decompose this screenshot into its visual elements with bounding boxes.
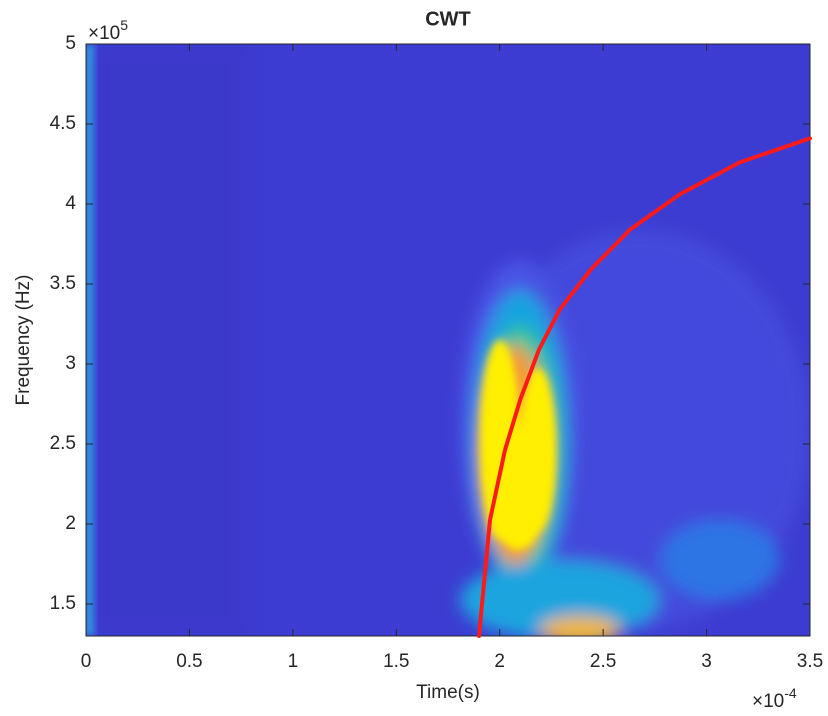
x-multiplier: ×10-4 <box>752 685 797 711</box>
x-tick-label: 1 <box>288 651 299 672</box>
x-tick-label: 1.5 <box>383 651 409 672</box>
y-tick-label: 5 <box>65 33 76 54</box>
x-tick-label: 3.5 <box>797 651 823 672</box>
y-multiplier-base: ×10 <box>88 23 120 44</box>
x-tick-label: 0.5 <box>176 651 202 672</box>
chart-title: CWT <box>425 8 471 30</box>
x-multiplier-base: ×10 <box>752 691 784 711</box>
y-tick-label: 1.5 <box>50 593 76 614</box>
x-axis-label: Time(s) <box>416 682 480 703</box>
y-tick-label: 2.5 <box>50 433 76 454</box>
y-tick-label: 2 <box>65 513 76 534</box>
x-tick-label: 2 <box>494 651 505 672</box>
x-tick-label: 2.5 <box>590 651 616 672</box>
y-tick-label: 3 <box>65 353 76 374</box>
y-tick-label: 3.5 <box>50 273 76 294</box>
y-multiplier: ×105 <box>88 17 128 44</box>
y-tick-label: 4 <box>65 193 76 214</box>
x-tick-label: 3 <box>701 651 712 672</box>
plot-frame <box>85 43 811 637</box>
y-axis-label: Frequency (Hz) <box>13 275 34 406</box>
x-tick-label: 0 <box>81 651 92 672</box>
y-tick-label: 4.5 <box>50 113 76 134</box>
x-multiplier-exponent: -4 <box>784 685 797 701</box>
scalogram <box>86 44 810 636</box>
curve <box>477 136 812 638</box>
y-multiplier-exponent: 5 <box>120 17 128 33</box>
